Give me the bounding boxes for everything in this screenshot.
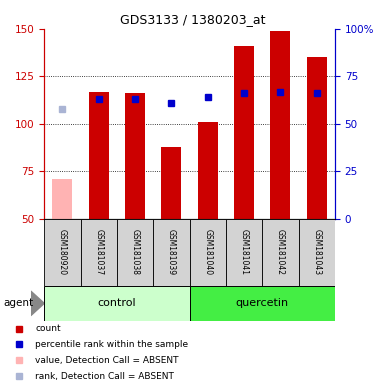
Bar [161, 147, 181, 219]
Text: value, Detection Call = ABSENT: value, Detection Call = ABSENT [35, 356, 179, 365]
Bar [299, 219, 335, 286]
Text: percentile rank within the sample: percentile rank within the sample [35, 340, 189, 349]
Polygon shape [31, 291, 44, 316]
Text: GSM181040: GSM181040 [203, 229, 212, 276]
Text: GSM181039: GSM181039 [167, 229, 176, 276]
Text: GSM181038: GSM181038 [131, 230, 140, 275]
Text: rank, Detection Call = ABSENT: rank, Detection Call = ABSENT [35, 372, 174, 381]
Text: control: control [98, 298, 136, 308]
Bar [190, 219, 226, 286]
Bar [117, 219, 153, 286]
Text: agent: agent [4, 298, 34, 308]
Bar [226, 219, 262, 286]
Bar [262, 219, 299, 286]
Bar [270, 31, 290, 219]
Bar [234, 46, 254, 219]
Bar [190, 286, 335, 321]
Bar [198, 122, 218, 219]
Bar [44, 286, 190, 321]
Bar [44, 219, 80, 286]
Text: count: count [35, 324, 61, 333]
Bar [153, 219, 189, 286]
Text: GDS3133 / 1380203_at: GDS3133 / 1380203_at [120, 13, 265, 26]
Text: GSM181041: GSM181041 [239, 230, 249, 275]
Text: GSM181043: GSM181043 [312, 229, 321, 276]
Text: GSM181042: GSM181042 [276, 230, 285, 275]
Bar [125, 93, 145, 219]
Text: GSM180920: GSM180920 [58, 229, 67, 276]
Bar [89, 91, 109, 219]
Bar [80, 219, 117, 286]
Text: GSM181037: GSM181037 [94, 229, 103, 276]
Text: quercetin: quercetin [236, 298, 289, 308]
Bar [307, 57, 327, 219]
Bar [52, 179, 72, 219]
